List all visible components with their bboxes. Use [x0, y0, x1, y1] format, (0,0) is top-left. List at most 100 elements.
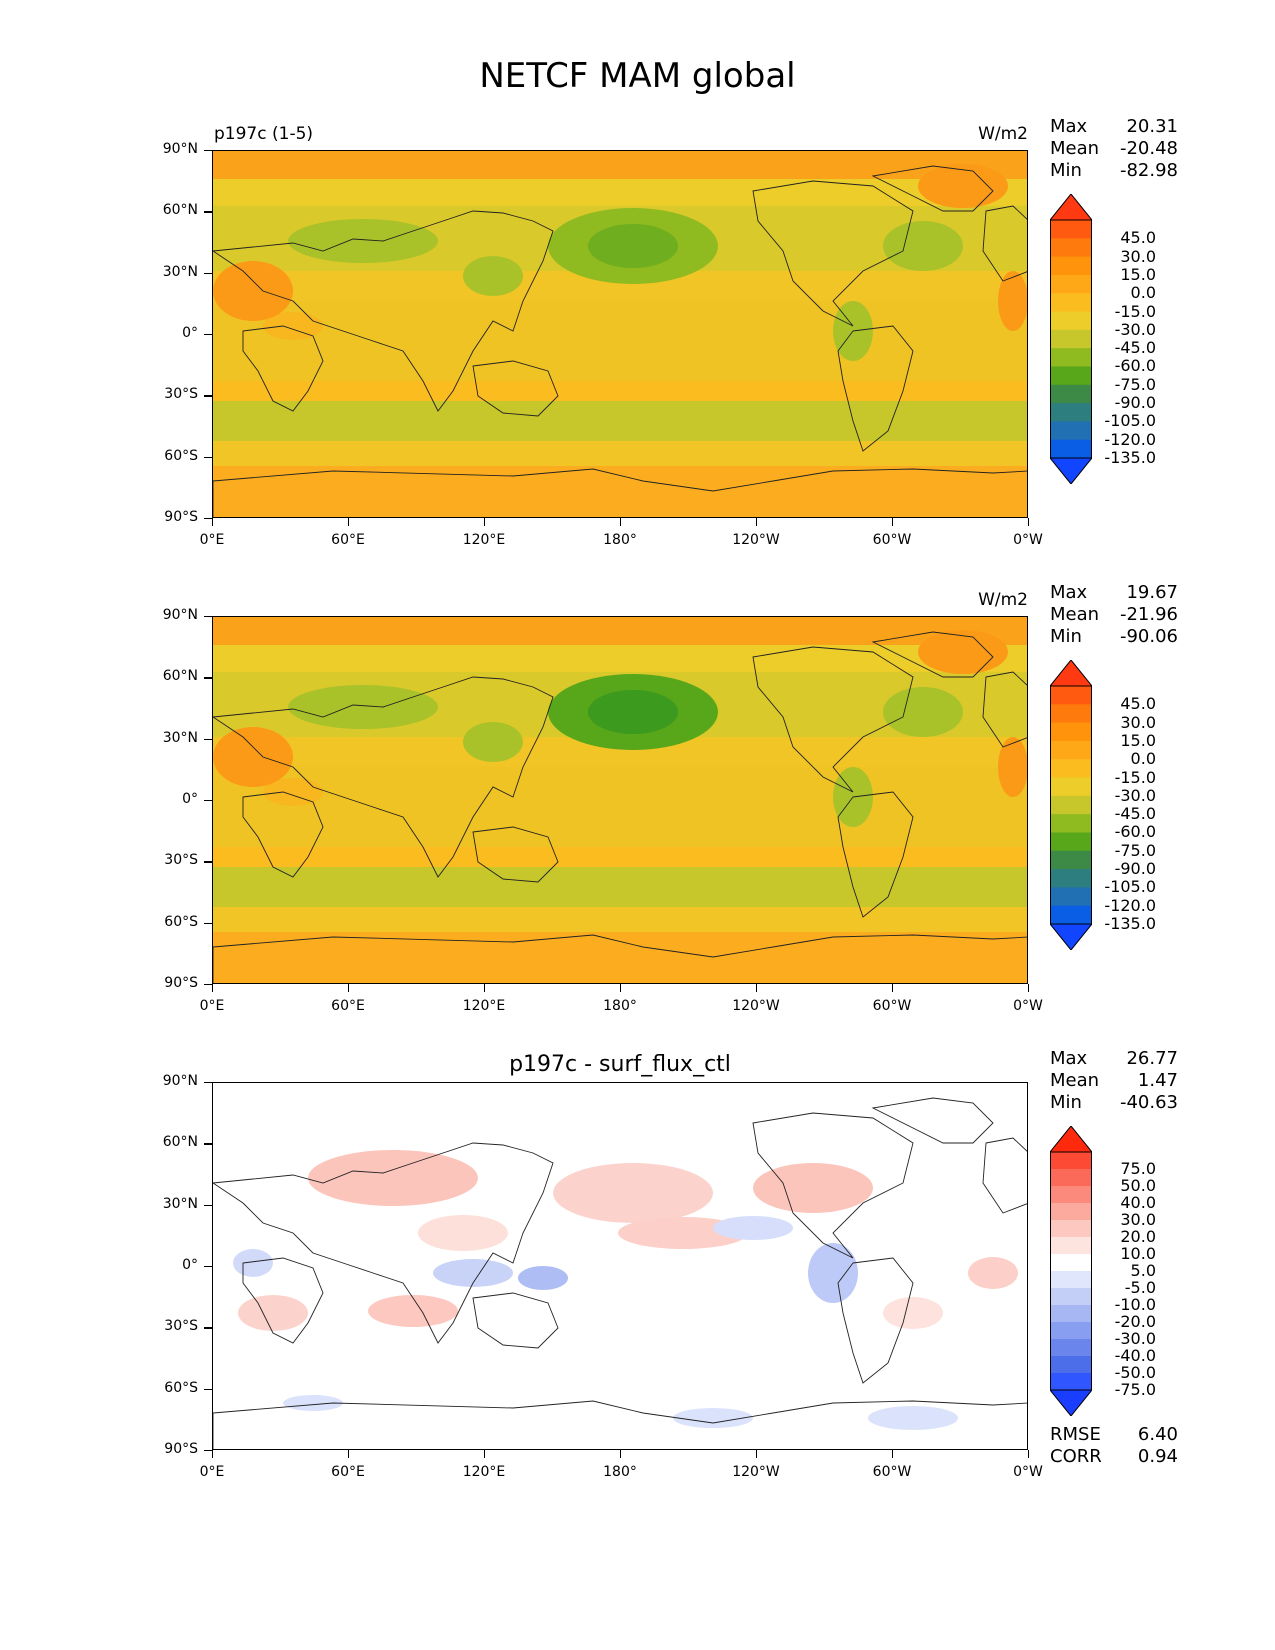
latitude-tick-mark [204, 984, 212, 986]
latitude-tick-mark [204, 738, 212, 740]
field-anomaly-region [753, 1163, 873, 1213]
field-anomaly-region [713, 1216, 793, 1240]
colorbar-extend-max [1048, 193, 1094, 221]
longitude-tick-label: 120°E [462, 1464, 506, 1480]
field-contour-region [588, 224, 678, 268]
colorbar-extend-min [1048, 1389, 1094, 1417]
stat-row: Mean 1.47 [1050, 1070, 1178, 1092]
colorbar-tick-label: 0.0 [1130, 749, 1156, 769]
comparison-stats: RMSE 6.40 CORR 0.94 [1050, 1424, 1178, 1468]
stat-label: Mean [1050, 1070, 1100, 1091]
longitude-tick-label: 60°E [331, 1464, 365, 1480]
longitude-tick-label: 0°W [1013, 1464, 1043, 1480]
colorbar-tick-label: 45.0 [1120, 228, 1156, 248]
coastline [213, 934, 1027, 983]
stat-value: -20.48 [1119, 138, 1178, 159]
latitude-tick-mark [204, 616, 212, 618]
colorbar-segment [1050, 777, 1092, 797]
map-plot [212, 1082, 1028, 1450]
latitude-tick-mark [204, 518, 212, 520]
coastline [837, 791, 914, 918]
colorbar-tick-label: -30.0 [1114, 785, 1156, 805]
longitude-tick-mark [1028, 518, 1030, 526]
colorbar-extend-min [1048, 457, 1094, 485]
longitude-tick-mark [484, 984, 486, 992]
field-anomaly-region [418, 1215, 508, 1251]
longitude-tick-label: 120°W [732, 1464, 780, 1480]
longitude-tick-label: 60°W [872, 998, 912, 1014]
field-anomaly-region [368, 1295, 458, 1327]
coastline [752, 180, 914, 327]
field-contour-region [263, 312, 323, 340]
stat-row: RMSE 6.40 [1050, 1424, 1178, 1446]
colorbar-tick-label: -120.0 [1104, 429, 1156, 449]
colorbar-tick-label: -60.0 [1114, 356, 1156, 376]
field-latitude-band [213, 179, 1027, 211]
colorbar-segment [1050, 439, 1092, 459]
longitude-tick-mark [756, 1450, 758, 1458]
latitude-tick-mark [204, 922, 212, 924]
latitude-tick-mark [204, 677, 212, 679]
latitude-tick-label: 30°N [162, 1195, 198, 1212]
field-contour-region [288, 685, 438, 729]
colorbar-segment [1050, 795, 1092, 815]
stat-row: Max 26.77 [1050, 1048, 1178, 1070]
stat-label: Min [1050, 1092, 1082, 1113]
panel-left-label: p197c (1-5) [214, 124, 314, 144]
field-contour-region [998, 271, 1027, 331]
colorbar-segment [1050, 256, 1092, 276]
colorbar-tick-label: -90.0 [1114, 859, 1156, 879]
latitude-tick-label: 30°S [164, 1318, 198, 1335]
field-anomaly-region [233, 1249, 273, 1277]
longitude-tick-label: 60°W [872, 532, 912, 548]
latitude-tick-mark [204, 1266, 212, 1268]
field-anomaly-region [808, 1243, 858, 1303]
colorbar-tick-label: -45.0 [1114, 338, 1156, 358]
field-contour-region [883, 221, 963, 271]
coastline [213, 468, 1027, 517]
colorbar-segment [1050, 1220, 1092, 1238]
panel-title: p197c - surf_flux_ctl [509, 1052, 731, 1077]
coastline [242, 791, 324, 878]
colorbar-segment [1050, 1288, 1092, 1306]
latitude-tick-label: 60°S [164, 447, 198, 464]
latitude-tick-label: 90°S [164, 509, 198, 525]
field-anomaly-region [283, 1395, 343, 1411]
longitude-tick-label: 0°E [199, 998, 225, 1014]
colorbar-segment [1050, 704, 1092, 724]
coastline [472, 826, 559, 883]
field-anomaly-region [308, 1150, 478, 1206]
stat-label: Max [1050, 582, 1088, 603]
longitude-tick-label: 180° [603, 1464, 637, 1480]
coastline [982, 671, 1027, 748]
latitude-tick-mark [204, 272, 212, 274]
longitude-tick-mark [212, 518, 214, 526]
longitude-tick-mark [892, 984, 894, 992]
colorbar-segment [1050, 887, 1092, 907]
latitude-tick-mark [204, 211, 212, 213]
colorbar-segment [1050, 421, 1092, 441]
longitude-tick-label: 120°E [462, 998, 506, 1014]
longitude-tick-mark [620, 518, 622, 526]
colorbar-extend-max [1048, 1125, 1094, 1153]
longitude-tick-mark [756, 518, 758, 526]
colorbar-tick-label: -135.0 [1104, 448, 1156, 467]
colorbar-segment [1050, 722, 1092, 742]
latitude-tick-label: 60°N [162, 668, 198, 685]
colorbar-segment [1050, 1322, 1092, 1340]
colorbar-extend-max [1048, 659, 1094, 687]
stat-value: -21.96 [1119, 604, 1178, 625]
colorbar-segment [1050, 274, 1092, 294]
colorbar-tick-label: -15.0 [1114, 301, 1156, 321]
field-latitude-band [213, 466, 1027, 517]
coastline [871, 631, 994, 678]
latitude-tick-mark [204, 334, 212, 336]
colorbar-tick-label: 30.0 [1120, 1210, 1156, 1229]
longitude-tick-mark [892, 1450, 894, 1458]
colorbar [1048, 1125, 1094, 1420]
coastline [242, 325, 324, 412]
field-contour-region [213, 727, 293, 787]
colorbar-tick-label: -30.0 [1114, 319, 1156, 339]
colorbar-segment [1050, 869, 1092, 888]
stat-value: 1.47 [1137, 1070, 1178, 1091]
